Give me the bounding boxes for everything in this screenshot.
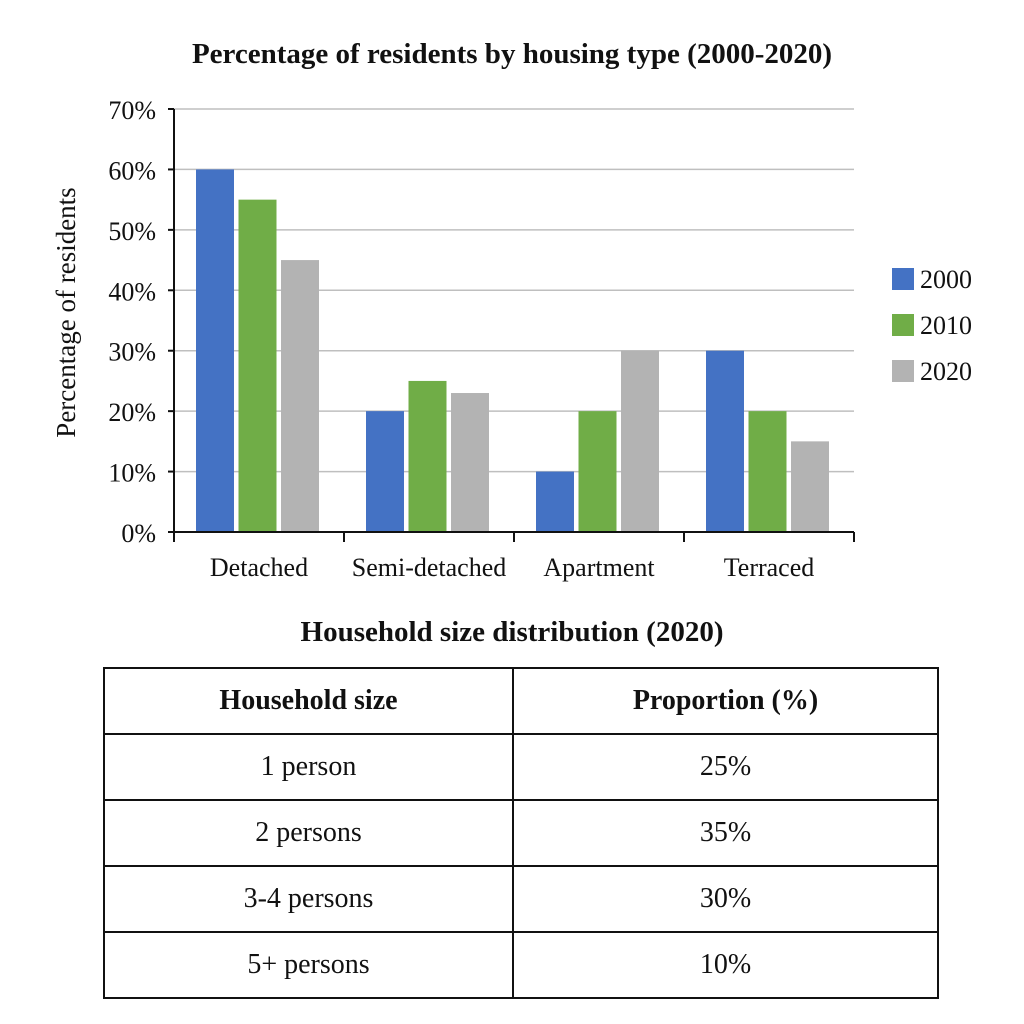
cell-proportion: 30%: [512, 865, 939, 933]
bar-chart: 0% 10% 20% 30% 40% 50% 60% 70% Detached Semi-deta…: [51, 96, 972, 582]
cell-household-size: 1 person: [103, 733, 514, 801]
cell-proportion: 10%: [512, 931, 939, 999]
y-tick-label: 10%: [108, 459, 156, 488]
table-row: 3-4 persons 30%: [103, 865, 939, 933]
bar-2010-semi-detached: [408, 380, 447, 532]
table-row: 1 person 25%: [103, 733, 939, 801]
cell-household-size: 5+ persons: [103, 931, 514, 999]
header-proportion: Proportion (%): [512, 667, 939, 735]
bar-2000-apartment: [536, 471, 574, 532]
y-tick-label: 40%: [108, 277, 156, 306]
legend-label-2010: 2010: [920, 311, 972, 340]
table-row: 5+ persons 10%: [103, 931, 939, 999]
axes: [168, 108, 855, 542]
bar-2020-semi-detached: [451, 393, 489, 532]
x-tick-label: Semi-detached: [352, 553, 507, 582]
cell-proportion: 25%: [512, 733, 939, 801]
cell-proportion: 35%: [512, 799, 939, 867]
table-row: 2 persons 35%: [103, 799, 939, 867]
legend-swatch-2000: [892, 268, 914, 290]
bars: [196, 169, 829, 532]
bar-2010-terraced: [748, 411, 787, 532]
y-tick-label: 60%: [108, 156, 156, 185]
x-tick-label: Terraced: [724, 553, 815, 582]
y-tick-label: 0%: [121, 519, 156, 548]
x-tick-label: Apartment: [543, 553, 655, 582]
y-tick-label: 20%: [108, 398, 156, 427]
bar-2000-terraced: [706, 350, 744, 532]
header-household-size: Household size: [103, 667, 514, 735]
bar-2000-detached: [196, 169, 234, 532]
bar-2020-apartment: [621, 350, 659, 532]
legend-label-2020: 2020: [920, 357, 972, 386]
chart-title: Percentage of residents by housing type …: [191, 38, 833, 70]
cell-household-size: 2 persons: [103, 799, 514, 867]
bar-2010-apartment: [578, 411, 617, 532]
x-tick-label: Detached: [210, 553, 308, 582]
bar-2020-detached: [281, 260, 319, 532]
legend: 2000 2010 2020: [892, 265, 972, 386]
bar-2000-semi-detached: [366, 411, 404, 532]
legend-label-2000: 2000: [920, 265, 972, 294]
bar-2010-detached: [238, 199, 277, 532]
household-size-table: Household size Proportion (%) 1 person 2…: [103, 667, 939, 999]
cell-household-size: 3-4 persons: [103, 865, 514, 933]
y-tick-label: 30%: [108, 338, 156, 367]
bar-2020-terraced: [791, 441, 829, 532]
legend-swatch-2010: [892, 314, 914, 336]
y-axis-label: Percentage of residents: [51, 187, 81, 437]
axis-labels: 0% 10% 20% 30% 40% 50% 60% 70% Detached Semi-deta…: [51, 96, 814, 582]
legend-swatch-2020: [892, 360, 914, 382]
y-tick-label: 70%: [108, 96, 156, 125]
table-header-row: Household size Proportion (%): [103, 667, 939, 735]
table-title: Household size distribution (2020): [300, 616, 724, 648]
y-tick-label: 50%: [108, 217, 156, 246]
